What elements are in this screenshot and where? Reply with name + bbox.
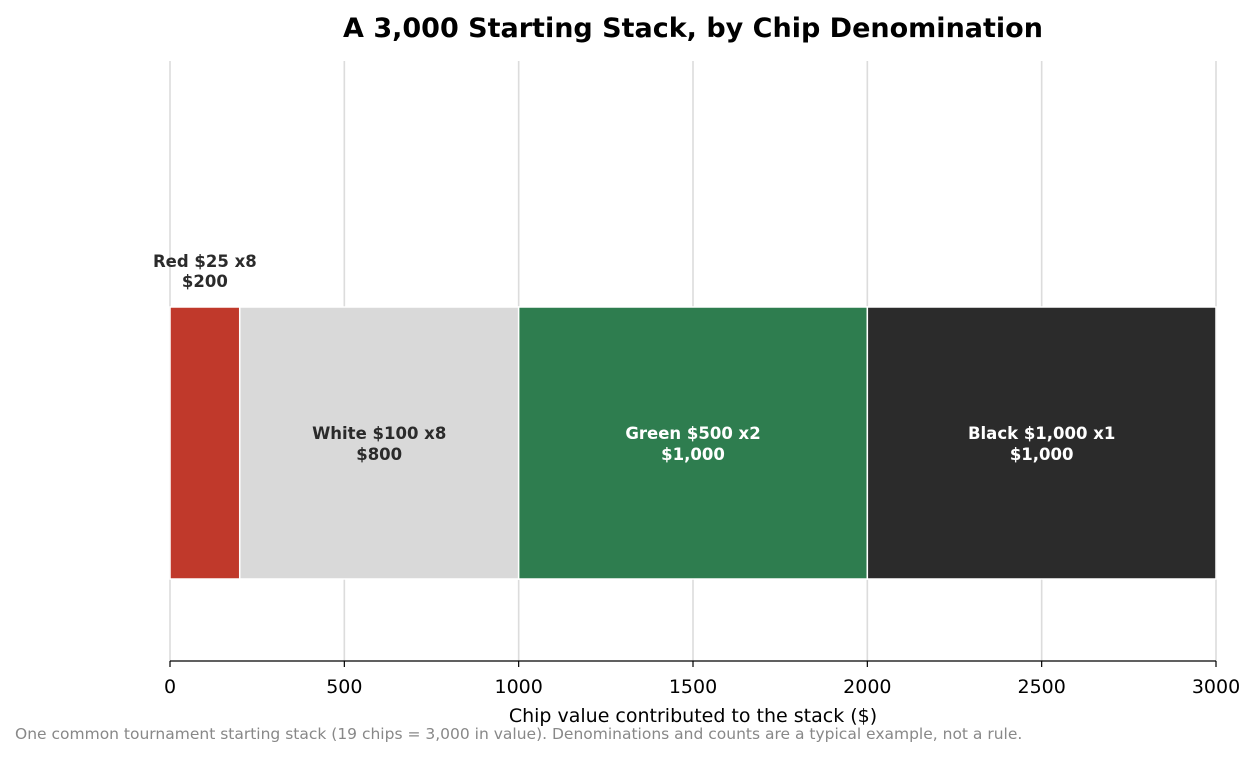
bar-segment-0: [169, 306, 241, 580]
tick-label-1: 500: [326, 676, 362, 698]
tick-label-0: 0: [164, 676, 176, 698]
segment-label-0: Red $25 x8: [153, 252, 257, 271]
tick-label-2: 1000: [494, 676, 542, 698]
tick-label-5: 2500: [1017, 676, 1065, 698]
segment-labels: Red $25 x8$200 White $100 x8 $800 Green $50…: [153, 252, 1115, 464]
tick-label-6: 3000: [1192, 676, 1240, 698]
tick-label-3: 1500: [669, 676, 717, 698]
segment-value-1: $800: [356, 445, 402, 464]
segment-label-1: White $100 x8: [312, 424, 446, 443]
x-axis-ticks: 0 500 1000 1500 2000 2500 3000: [164, 661, 1240, 698]
bar-segment-3: [866, 306, 1217, 580]
x-axis-label: Chip value contributed to the stack ($): [509, 705, 877, 727]
chart-caption: One common tournament starting stack (19…: [15, 725, 1023, 743]
bar-segment-2: [517, 306, 869, 580]
chart-title: A 3,000 Starting Stack, by Chip Denomina…: [343, 13, 1043, 44]
bar-segments: [169, 306, 1217, 580]
bar-segment-1: [238, 306, 520, 580]
segment-label-3: Black $1,000 x1: [968, 424, 1115, 443]
segment-value-2: $1,000: [661, 445, 725, 464]
segment-value-3: $1,000: [1010, 445, 1074, 464]
segment-value-0: $200: [182, 272, 228, 291]
segment-label-2: Green $500 x2: [625, 424, 760, 443]
tick-label-4: 2000: [843, 676, 891, 698]
